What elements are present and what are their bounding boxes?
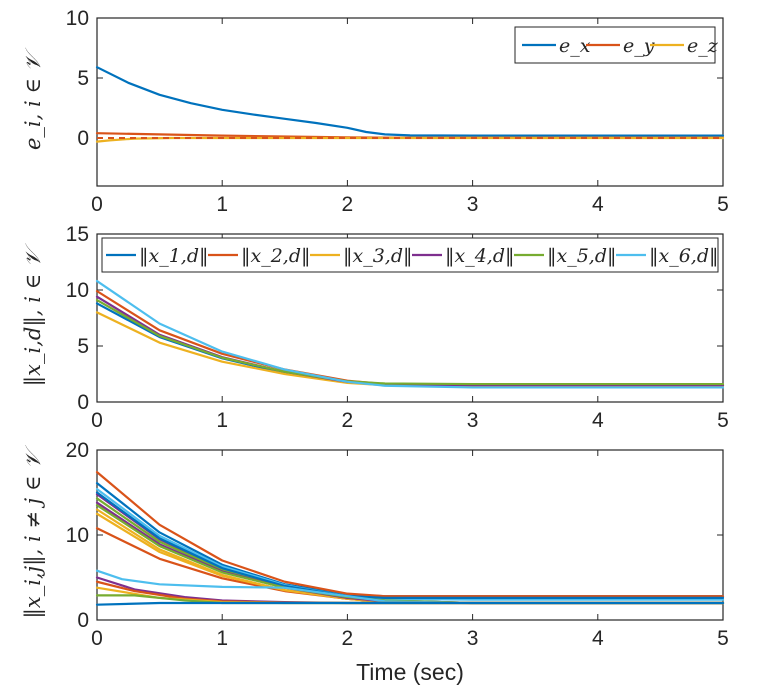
x-tick-label: 5 bbox=[717, 193, 729, 216]
legend-label-x3d: ‖x_3,d‖ bbox=[343, 245, 413, 267]
x-tick-label: 4 bbox=[592, 627, 604, 650]
x-tick-label: 4 bbox=[592, 193, 604, 216]
y-tick-label: 15 bbox=[66, 223, 89, 246]
panel-desired-norms: 0 1 2 3 4 5 0 5 10 15 ‖x_i,d‖, i ∈ 𝒱 ‖x_1,d‖ ‖x_2… bbox=[21, 223, 729, 432]
panel-pairwise-distances-ylabel: ‖x_i,j‖, i ≠ j ∈ 𝒱 bbox=[21, 445, 46, 619]
panel-errors-legend: e_x e_y e_z bbox=[514, 26, 719, 64]
y-tick-label: 0 bbox=[77, 127, 89, 150]
legend-label-x6d: ‖x_6,d‖ bbox=[649, 245, 719, 267]
x-tick-label: 3 bbox=[467, 409, 479, 432]
legend-label-ex: e_x bbox=[559, 35, 591, 57]
legend-box bbox=[101, 237, 719, 273]
series-line-2 bbox=[95, 471, 725, 598]
legend-label-x1d: ‖x_1,d‖ bbox=[139, 245, 209, 267]
series-line-17 bbox=[95, 601, 725, 606]
legend-label-x5d: ‖x_5,d‖ bbox=[547, 245, 617, 267]
panel-pairwise-distances: 0 1 2 3 4 5 0 10 20 ‖x_i,j‖, i ≠ j ∈ 𝒱 Time (sec… bbox=[21, 439, 729, 685]
x-tick-label: 0 bbox=[91, 409, 103, 432]
panel-errors: 0 1 2 3 4 5 0 5 10 e_i, i ∈ 𝒱 e_x e_y e_z bbox=[21, 7, 729, 216]
panel-desired-norms-ticks: 0 1 2 3 4 5 0 5 10 15 bbox=[66, 223, 729, 432]
panel-pairwise-distances-lines bbox=[95, 471, 725, 606]
legend-label-ey: e_y bbox=[623, 35, 655, 57]
y-tick-label: 0 bbox=[77, 391, 89, 414]
x-tick-label: 2 bbox=[342, 193, 354, 216]
panel-errors-lines bbox=[95, 66, 725, 143]
series-line-1 bbox=[95, 66, 725, 137]
x-tick-label: 1 bbox=[216, 193, 228, 216]
panel-desired-norms-legend: ‖x_1,d‖ ‖x_2,d‖ ‖x_3,d‖ ‖x_4,d‖ ‖x_5,d‖ … bbox=[101, 237, 719, 273]
panel-errors-ticks: 0 1 2 3 4 5 0 5 10 bbox=[66, 7, 729, 216]
panel-pairwise-distances-ticks: 0 1 2 3 4 5 0 10 20 bbox=[66, 439, 729, 650]
legend-label-x2d: ‖x_2,d‖ bbox=[241, 245, 311, 267]
legend-label-ez: e_z bbox=[687, 35, 719, 57]
x-tick-label: 1 bbox=[216, 409, 228, 432]
panel-errors-frame bbox=[96, 17, 724, 187]
x-tick-label: 5 bbox=[717, 409, 729, 432]
x-tick-label: 2 bbox=[342, 627, 354, 650]
x-tick-label: 5 bbox=[717, 627, 729, 650]
panel-desired-norms-frame bbox=[96, 233, 724, 403]
y-tick-label: 5 bbox=[77, 335, 89, 358]
y-tick-label: 5 bbox=[77, 67, 89, 90]
x-tick-label: 0 bbox=[91, 627, 103, 650]
series-line-6 bbox=[95, 279, 725, 389]
x-tick-label: 1 bbox=[216, 627, 228, 650]
x-tick-label: 4 bbox=[592, 409, 604, 432]
x-axis-label: Time (sec) bbox=[356, 659, 464, 685]
x-tick-label: 0 bbox=[91, 193, 103, 216]
y-tick-label: 10 bbox=[66, 524, 89, 547]
panel-desired-norms-ylabel: ‖x_i,d‖, i ∈ 𝒱 bbox=[21, 243, 46, 386]
y-tick-label: 20 bbox=[66, 439, 89, 462]
x-tick-label: 3 bbox=[467, 193, 479, 216]
y-tick-label: 10 bbox=[66, 7, 89, 30]
panel-errors-ylabel: e_i, i ∈ 𝒱 bbox=[21, 47, 45, 150]
y-tick-label: 10 bbox=[66, 279, 89, 302]
x-tick-label: 3 bbox=[467, 627, 479, 650]
legend-label-x4d: ‖x_4,d‖ bbox=[445, 245, 515, 267]
y-tick-label: 0 bbox=[77, 609, 89, 632]
panel-desired-norms-lines bbox=[95, 279, 725, 389]
x-tick-label: 2 bbox=[342, 409, 354, 432]
